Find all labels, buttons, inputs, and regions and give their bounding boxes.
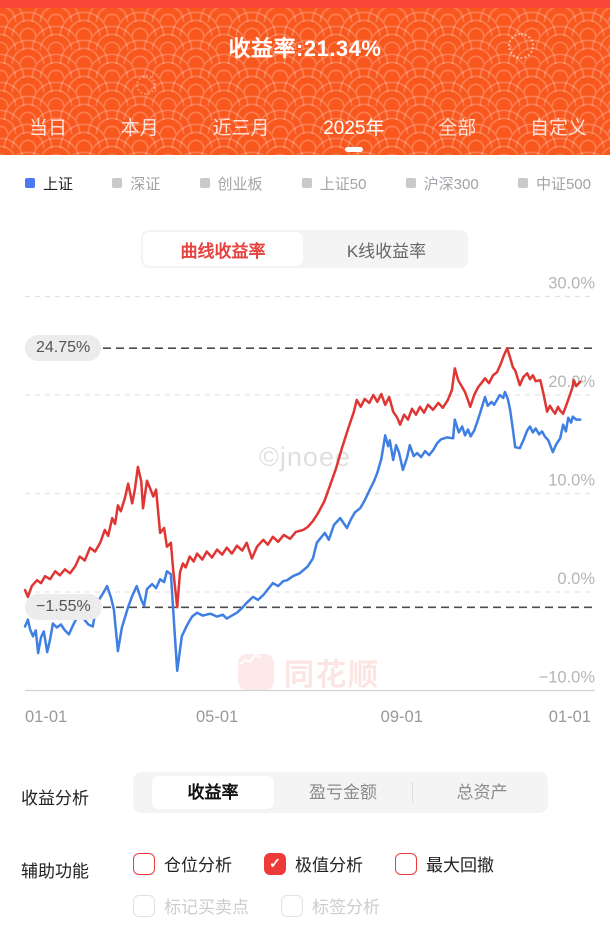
ths-logo-icon bbox=[238, 653, 274, 690]
aux-section-label: 辅助功能 bbox=[21, 862, 89, 881]
tab-custom[interactable]: 自定义 bbox=[529, 118, 587, 139]
legend-marker-icon bbox=[405, 178, 416, 188]
returns-chart[interactable]: ©jnoee 同花顺 30.0% 20.0% 10.0% 0.0% −10.0% 24.… bbox=[0, 270, 610, 735]
analysis-tabs: 收益率 盈亏金额 总资产 bbox=[133, 772, 548, 813]
ring-decor-icon bbox=[136, 75, 156, 95]
legend-label: 上证50 bbox=[319, 175, 367, 193]
aux-max-drawdown[interactable]: 最大回撤 bbox=[395, 851, 494, 876]
legend-item-chuangyeban[interactable]: 创业板 bbox=[199, 173, 263, 194]
toggle-kline-returns[interactable]: K线收益率 bbox=[346, 241, 427, 261]
legend-label: 沪深300 bbox=[423, 175, 479, 193]
header: 收益率:21.34% 当日 本月 近三月 2025年 全部 自定义 bbox=[0, 8, 610, 155]
aux-options-row2: 标记买卖点 标签分析 bbox=[133, 893, 380, 918]
analysis-tab-profit[interactable]: 盈亏金额 bbox=[309, 783, 377, 802]
firework-decor-icon bbox=[508, 33, 534, 59]
watermark-ths-text: 同花顺 bbox=[284, 659, 380, 692]
aux-option-label: 最大回撤 bbox=[426, 856, 494, 875]
x-tick-label: 05-01 bbox=[195, 708, 239, 726]
legend-label: 中证500 bbox=[535, 175, 591, 193]
index-legend: 上证 深证 创业板 上证50 沪深300 中证500 bbox=[0, 170, 610, 196]
aux-option-label: 标记买卖点 bbox=[164, 898, 249, 917]
legend-marker-icon bbox=[301, 178, 312, 188]
legend-item-shenzheng[interactable]: 深证 bbox=[112, 173, 160, 194]
series-line-上证 bbox=[23, 390, 582, 673]
x-tick-label: 01-01 bbox=[548, 708, 592, 726]
tab-today[interactable]: 当日 bbox=[29, 118, 68, 139]
legend-item-hushen300[interactable]: 沪深300 bbox=[405, 173, 479, 194]
legend-marker-icon bbox=[25, 178, 35, 188]
aux-extreme-analysis[interactable]: ✓ 极值分析 bbox=[264, 851, 363, 876]
aux-options-row1: 仓位分析 ✓ 极值分析 最大回撤 bbox=[133, 851, 494, 876]
chart-type-toggle: 曲线收益率 K线收益率 bbox=[141, 230, 468, 268]
tab-three-months[interactable]: 近三月 bbox=[212, 118, 270, 139]
aux-position-analysis[interactable]: 仓位分析 bbox=[133, 851, 232, 876]
legend-marker-icon bbox=[199, 178, 210, 188]
legend-marker-icon bbox=[112, 178, 123, 188]
page-title: 收益率:21.34% bbox=[228, 36, 382, 61]
returns-chart-svg: 30.0% 20.0% 10.0% 0.0% −10.0% bbox=[23, 275, 596, 692]
period-tabs: 当日 本月 近三月 2025年 全部 自定义 bbox=[0, 113, 610, 152]
analysis-tab-returns[interactable]: 收益率 bbox=[152, 776, 274, 809]
min-value-badge: −1.55% bbox=[25, 594, 102, 621]
aux-option-label: 极值分析 bbox=[295, 856, 363, 875]
legend-item-shangzheng[interactable]: 上证 bbox=[25, 173, 73, 194]
y-axis-label: 30.0% bbox=[548, 275, 595, 293]
analysis-tab-assets[interactable]: 总资产 bbox=[456, 783, 508, 802]
aux-tag-analysis[interactable]: 标签分析 bbox=[281, 893, 380, 918]
legend-item-zhongzheng500[interactable]: 中证500 bbox=[517, 173, 591, 194]
watermark-ths: 同花顺 bbox=[238, 650, 380, 694]
checkbox-unchecked-icon[interactable] bbox=[133, 852, 155, 875]
analysis-section-label: 收益分析 bbox=[21, 789, 89, 808]
series-line-收益率 bbox=[23, 346, 582, 609]
x-tick-label: 01-01 bbox=[24, 708, 68, 726]
tab-all[interactable]: 全部 bbox=[438, 118, 477, 139]
tab-year-2025[interactable]: 2025年 bbox=[323, 113, 385, 152]
legend-label: 深证 bbox=[130, 175, 161, 193]
checkbox-checked-icon[interactable]: ✓ bbox=[264, 852, 286, 875]
aux-option-label: 标签分析 bbox=[312, 898, 380, 917]
checkbox-disabled-icon[interactable] bbox=[133, 894, 155, 917]
toggle-curve-returns[interactable]: 曲线收益率 bbox=[143, 232, 303, 266]
max-value-badge: 24.75% bbox=[25, 335, 102, 362]
y-axis-label: −10.0% bbox=[539, 669, 596, 687]
legend-label: 上证 bbox=[43, 175, 74, 193]
segment-divider bbox=[412, 782, 413, 803]
watermark-jnoee: ©jnoee bbox=[259, 442, 351, 472]
status-bar-strip bbox=[0, 0, 610, 8]
legend-item-shangzheng50[interactable]: 上证50 bbox=[301, 173, 367, 194]
y-axis-label: 10.0% bbox=[548, 472, 595, 490]
y-axis-label: 20.0% bbox=[548, 373, 595, 391]
legend-label: 创业板 bbox=[217, 175, 263, 193]
legend-marker-icon bbox=[517, 178, 528, 188]
tab-year-2025-label: 2025年 bbox=[323, 118, 385, 139]
aux-option-label: 仓位分析 bbox=[164, 856, 232, 875]
aux-mark-trades[interactable]: 标记买卖点 bbox=[133, 893, 249, 918]
y-axis-label: 0.0% bbox=[557, 570, 595, 588]
checkbox-unchecked-icon[interactable] bbox=[395, 852, 417, 875]
tab-this-month[interactable]: 本月 bbox=[120, 118, 159, 139]
checkbox-disabled-icon[interactable] bbox=[281, 894, 303, 917]
active-tab-underline bbox=[344, 147, 363, 152]
x-tick-label: 09-01 bbox=[380, 708, 423, 726]
